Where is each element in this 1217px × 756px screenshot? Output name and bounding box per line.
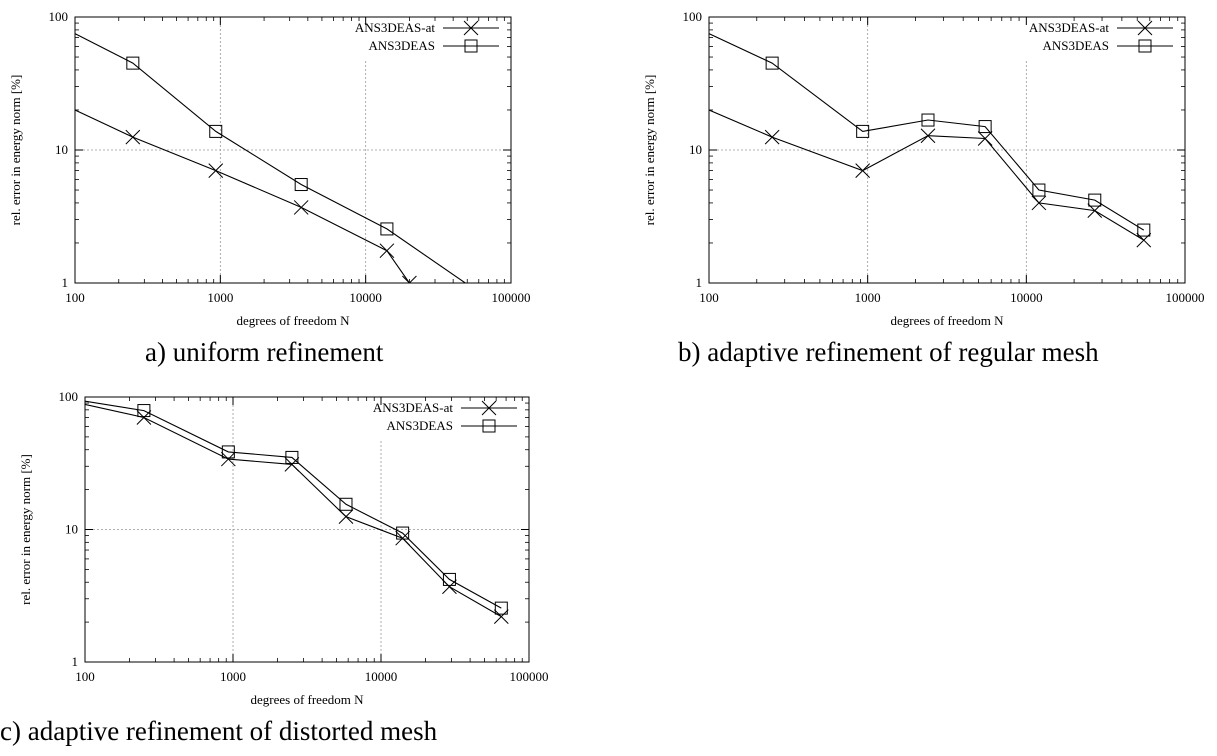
data-point-x — [920, 128, 936, 144]
legend-label: ANS3DEAS — [369, 38, 435, 53]
series-line — [85, 403, 502, 618]
data-point-square — [856, 124, 870, 138]
data-point-square — [978, 120, 992, 134]
y-axis-label: rel. error in energy norm [%] — [18, 454, 33, 605]
data-point-x — [379, 243, 395, 259]
data-point-x — [977, 131, 993, 146]
data-point-square — [921, 113, 935, 127]
data-point-square — [765, 56, 779, 70]
x-tick-label: 1000 — [207, 290, 233, 305]
chart-svg: 100 1000 10000 100000 1 10 100 degrees of freed… — [8, 9, 531, 328]
data-point-square — [137, 404, 151, 418]
x-tick-label: 1000 — [220, 669, 246, 684]
data-point-x — [1136, 232, 1152, 248]
data-point-x — [402, 275, 417, 283]
y-tick-label: 100 — [59, 389, 79, 404]
chart-panel-b: 100 1000 10000 100000 1 10 100 degrees of freed… — [642, 9, 1205, 367]
data-point-square — [482, 419, 496, 433]
series-line — [709, 33, 1145, 231]
data-point-x — [338, 509, 354, 525]
x-tick-label: 100 — [699, 290, 719, 305]
y-tick-label: 1 — [696, 275, 703, 290]
series-0 — [85, 403, 509, 624]
data-point-x — [125, 129, 141, 145]
chart-panel-c: 100 1000 10000 100000 1 10 100 degrees of freed… — [0, 380, 600, 756]
data-point-x — [395, 530, 410, 546]
chart-panel-a: 100 1000 10000 100000 1 10 100 degrees of freed… — [0, 0, 600, 380]
y-tick-label: 100 — [683, 9, 703, 24]
chart-caption: b) adaptive refinement of regular mesh — [678, 337, 1099, 367]
legend-label: ANS3DEAS-at — [373, 400, 454, 415]
x-axis-label: degrees of freedom N — [891, 313, 1005, 328]
data-point-square — [380, 222, 394, 236]
chart-caption: a) uniform refinement — [145, 337, 384, 367]
x-axis-label: degrees of freedom N — [237, 313, 351, 328]
data-point-x — [1137, 20, 1153, 36]
x-tick-label: 100000 — [510, 669, 549, 684]
data-point-square — [1138, 39, 1152, 53]
data-point-x — [481, 400, 497, 416]
y-axis-label: rel. error in energy norm [%] — [642, 75, 657, 226]
y-tick-label: 10 — [65, 522, 78, 537]
data-point-square — [285, 450, 299, 464]
y-axis-label: rel. error in energy norm [%] — [8, 75, 23, 226]
x-tick-label: 10000 — [1010, 290, 1043, 305]
data-point-square — [1088, 193, 1102, 207]
data-point-x — [463, 20, 479, 36]
x-tick-label: 100000 — [492, 290, 531, 305]
data-point-x — [764, 129, 780, 145]
y-tick-label: 100 — [49, 9, 69, 24]
x-tick-label: 10000 — [349, 290, 382, 305]
x-axis-label: degrees of freedom N — [251, 692, 365, 707]
chart-caption: c) adaptive refinement of distorted mesh — [0, 716, 438, 746]
series-1 — [709, 33, 1151, 237]
y-tick-label: 1 — [72, 654, 79, 669]
data-point-x — [284, 457, 300, 472]
legend-label: ANS3DEAS — [1043, 38, 1109, 53]
series-1 — [75, 33, 467, 283]
data-point-square — [1137, 223, 1151, 237]
series-0 — [75, 109, 417, 283]
x-tick-label: 100 — [65, 290, 85, 305]
series-line — [85, 400, 502, 609]
series-line — [75, 109, 410, 283]
data-point-x — [208, 163, 224, 178]
legend-label: ANS3DEAS-at — [355, 20, 436, 35]
chart-svg: 100 1000 10000 100000 1 10 100 degrees of freed… — [18, 389, 549, 707]
data-point-square — [1032, 183, 1046, 197]
data-point-square — [209, 124, 223, 138]
series-line — [75, 33, 467, 283]
data-point-square — [221, 445, 235, 459]
series-0 — [709, 109, 1152, 248]
series-line — [709, 109, 1145, 241]
data-point-x — [293, 200, 309, 215]
y-tick-label: 10 — [55, 142, 68, 157]
chart-svg: 100 1000 10000 100000 1 10 100 degrees of freed… — [642, 9, 1205, 328]
x-tick-label: 1000 — [855, 290, 881, 305]
data-point-square — [494, 601, 508, 615]
y-tick-label: 1 — [62, 275, 69, 290]
data-point-square — [294, 178, 308, 192]
data-point-square — [126, 56, 140, 70]
data-point-x — [220, 451, 236, 467]
y-tick-label: 10 — [689, 142, 702, 157]
data-point-square — [339, 497, 353, 511]
data-point-square — [464, 39, 478, 53]
data-point-x — [855, 163, 871, 178]
data-point-square — [396, 526, 410, 540]
series-1 — [85, 400, 508, 615]
x-tick-label: 100000 — [1166, 290, 1205, 305]
legend-label: ANS3DEAS-at — [1029, 20, 1110, 35]
data-point-x — [1031, 195, 1047, 211]
x-tick-label: 100 — [75, 669, 95, 684]
data-point-square — [442, 572, 456, 586]
legend-label: ANS3DEAS — [387, 418, 453, 433]
data-point-x — [493, 609, 509, 624]
x-tick-label: 10000 — [365, 669, 398, 684]
